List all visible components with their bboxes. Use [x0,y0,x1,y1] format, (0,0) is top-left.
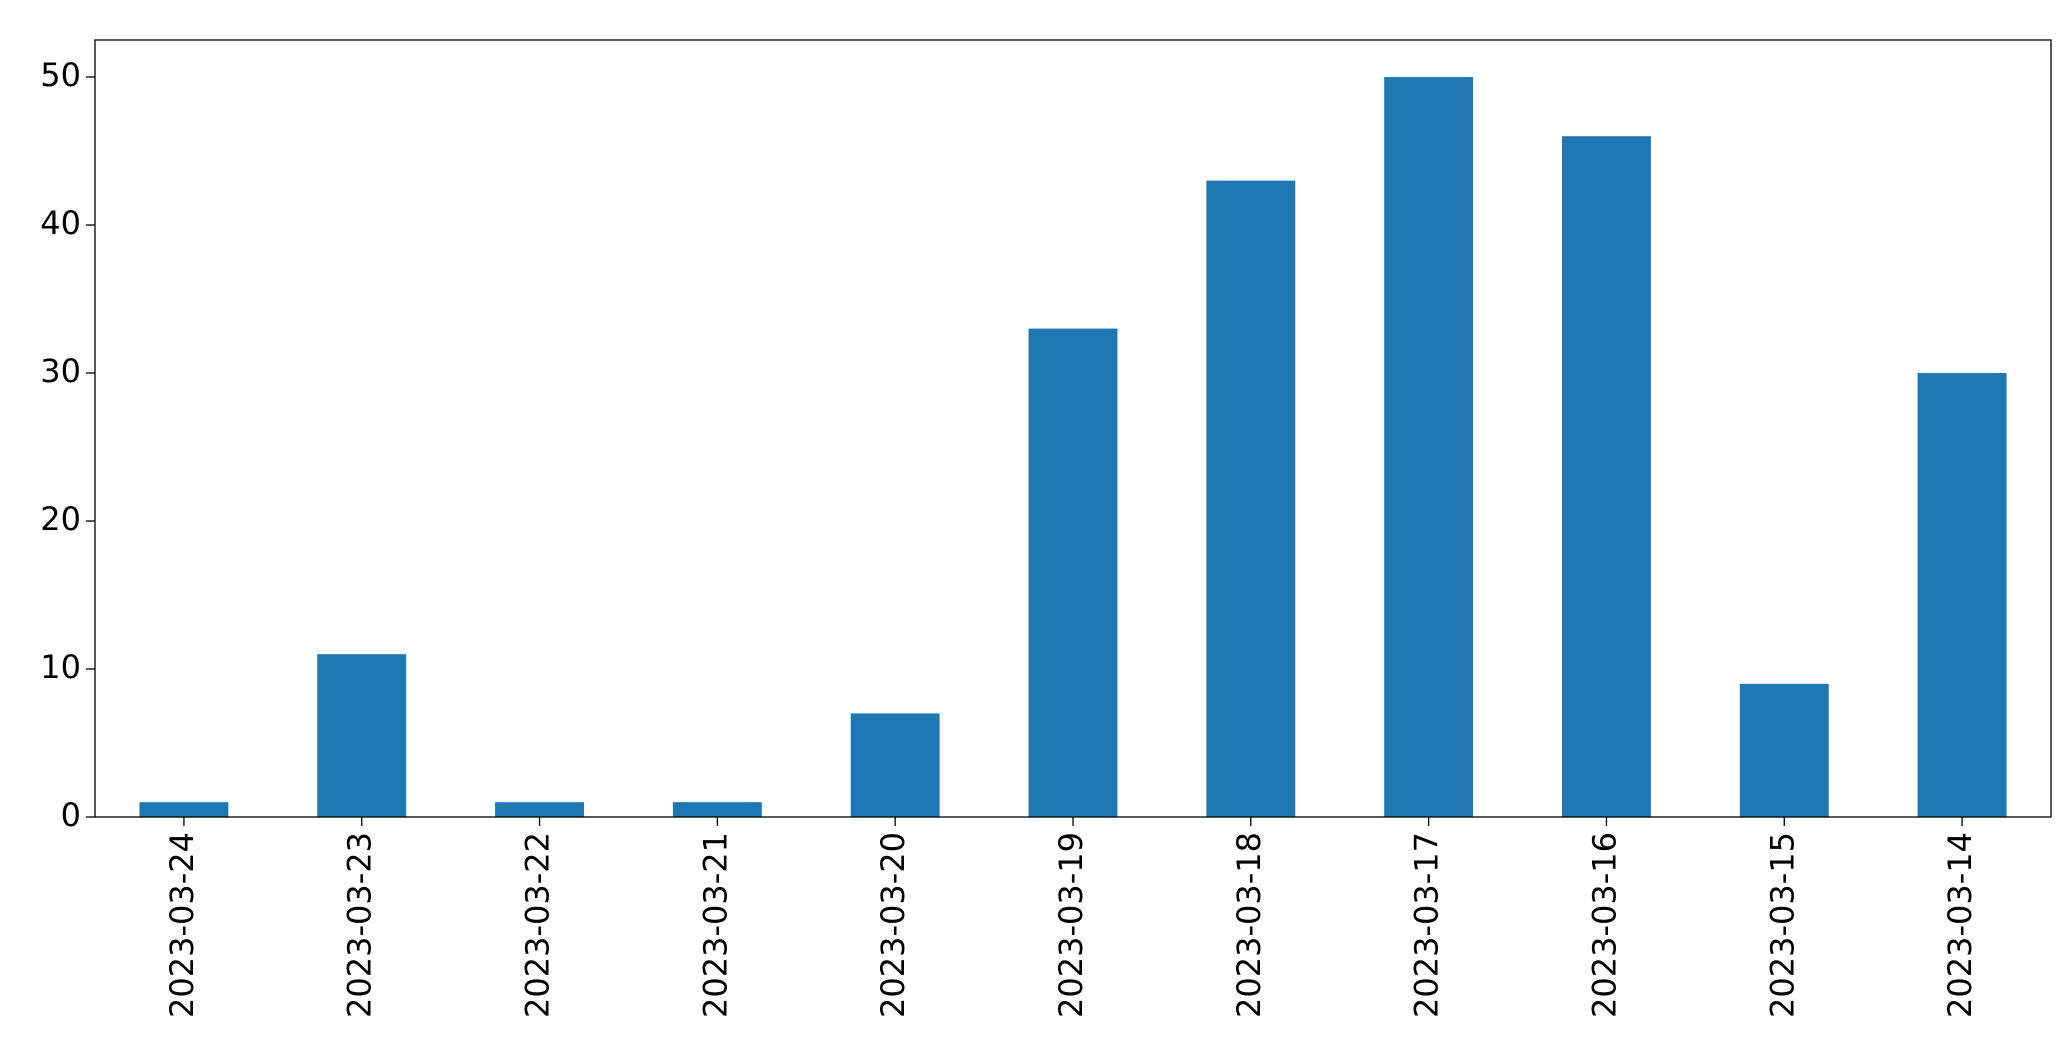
bar [1739,683,1829,817]
bar [1028,328,1118,817]
plot-frame [94,39,2052,818]
bar [317,654,407,817]
x-tick-label: 2023-03-16 [1585,832,1623,1018]
bar [850,713,940,817]
x-tick-label: 2023-03-22 [519,832,557,1018]
y-tick-label: 10 [40,648,81,686]
x-tick-label: 2023-03-23 [341,832,379,1018]
bar [1384,77,1474,817]
bar [1917,373,2007,817]
bar [1562,136,1651,817]
x-tick-label: 2023-03-24 [163,832,201,1018]
x-tick-label: 2023-03-21 [696,832,734,1018]
x-tick-label: 2023-03-19 [1052,832,1090,1018]
x-tick-label: 2023-03-18 [1230,832,1268,1018]
x-tick-label: 2023-03-15 [1763,832,1801,1018]
y-tick-label: 30 [40,352,81,390]
bar [1206,180,1296,818]
x-tick-label: 2023-03-17 [1408,832,1446,1018]
bar [672,802,762,817]
bar [495,802,584,817]
y-tick-label: 20 [40,500,81,538]
y-tick-label: 50 [40,56,81,94]
x-tick-label: 2023-03-20 [874,832,912,1018]
y-tick-label: 0 [61,796,81,834]
x-tick-label: 2023-03-14 [1941,832,1979,1018]
bar [139,802,229,817]
y-tick-label: 40 [40,204,81,242]
